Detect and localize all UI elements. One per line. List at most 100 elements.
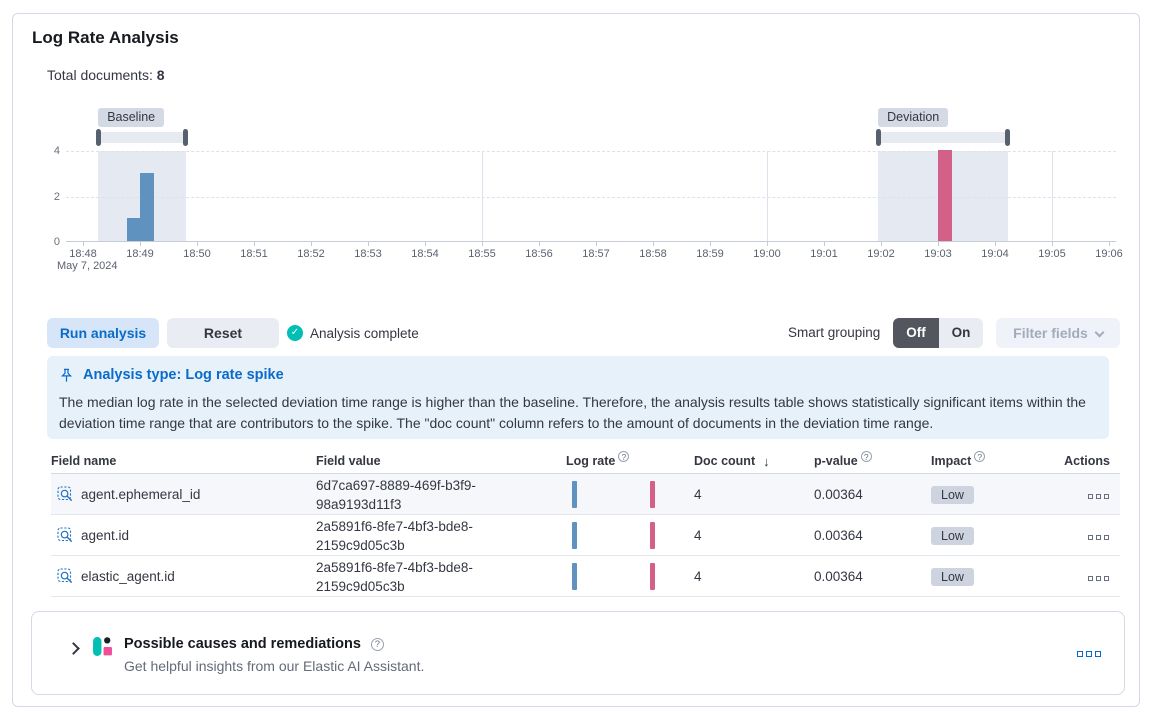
deviation-brush-right-handle[interactable] [1005,129,1011,146]
row-actions-button[interactable] [1051,487,1120,502]
x-tick [368,242,369,246]
y-tick-label: 4 [53,145,60,157]
x-axis-date-label: May 7, 2024 [57,260,118,272]
run-analysis-button[interactable]: Run analysis [47,318,159,348]
baseline-brush-right-handle[interactable] [182,129,188,146]
table-row[interactable]: agent.ephemeral_id 6d7ca697-8889-469f-b3… [51,474,1120,515]
chart-plot-area[interactable]: May 7, 2024 18:48 18:49 18:50 18:51 18:52 18:… [57,150,1123,272]
column-header-p-value: p-value [814,451,931,468]
analysis-status: Analysis complete [287,325,419,341]
x-tick-label: 18:50 [183,248,211,260]
analysis-results-table: Field name Field value Log rateDoc count↓ p… [51,449,1120,597]
field-search-icon[interactable] [57,527,74,544]
doc-count: 4 [694,528,702,543]
x-tick [1109,242,1110,246]
p-value: 0.00364 [814,569,863,584]
x-tick-label: 19:02 [867,248,895,260]
log-rate-analysis-panel: Log Rate Analysis Total documents: 8 Bas… [12,13,1140,707]
x-tick [539,242,540,246]
callout-title-text: Analysis type: Log rate spike [83,367,284,383]
deviation-badge: Deviation [878,108,949,127]
reset-button[interactable]: Reset [167,318,279,348]
ai-assistant-icon [93,637,112,656]
table-row[interactable]: elastic_agent.id 2a5891f6-8fe7-4bf3-bde8… [51,556,1120,597]
x-tick-label: 18:52 [297,248,325,260]
check-circle-icon [287,325,303,341]
p-value: 0.00364 [814,528,863,543]
possible-causes-subtitle: Get helpful insights from our Elastic AI… [124,658,425,674]
x-tick [767,242,768,246]
smart-grouping-off-button[interactable]: Off [893,318,939,348]
deviation-bar [938,150,952,241]
x-tick [482,242,483,246]
total-documents-value: 8 [156,67,165,83]
callout-title: Analysis type: Log rate spike [59,367,1097,383]
x-tick [425,242,426,246]
pin-icon [60,368,73,382]
field-search-icon[interactable] [57,568,74,585]
impact-badge: Low [931,526,974,545]
p-value: 0.00364 [814,487,863,502]
document-count-chart: Baseline Deviation 0 2 4 May 7, 2024 18:48… [13,14,1141,294]
x-tick-label: 18:54 [411,248,439,260]
x-tick [197,242,198,246]
x-tick-label: 18:48 [69,248,97,260]
baseline-bar [140,172,154,241]
log-rate-baseline-bar [572,563,577,590]
info-icon[interactable] [618,451,630,462]
column-header-doc-count[interactable]: Doc count ↓ [694,453,770,469]
deviation-brush[interactable] [876,129,1011,146]
impact-badge: Low [931,485,974,504]
panel-actions-button[interactable] [1075,644,1102,662]
y-tick-label: 0 [53,236,60,248]
y-tick-label: 2 [53,190,60,203]
x-tick-label: 18:51 [240,248,268,260]
table-row[interactable]: agent.id 2a5891f6-8fe7-4bf3-bde8-2159c9d… [51,515,1120,556]
x-tick [881,242,882,246]
field-value: 2a5891f6-8fe7-4bf3-bde8-2159c9d05c3b [316,518,473,553]
log-rate-mini-chart [566,515,694,556]
x-tick [83,242,84,246]
baseline-brush-left-handle[interactable] [96,129,102,146]
v-gridline [1052,151,1053,241]
x-tick-label: 18:59 [696,248,724,260]
x-tick-label: 18:57 [582,248,610,260]
column-header-actions: Actions [1064,454,1110,468]
row-actions-button[interactable] [1051,528,1120,543]
info-icon[interactable] [860,451,872,462]
h-gridline [66,196,1116,198]
total-documents: Total documents: 8 [47,67,165,83]
log-rate-deviation-bar [650,563,655,590]
chevron-right-icon[interactable] [67,642,80,655]
question-circle-icon[interactable] [370,637,384,651]
field-value: 2a5891f6-8fe7-4bf3-bde8-2159c9d05c3b [316,559,473,594]
x-tick-label: 18:55 [468,248,496,260]
baseline-badge: Baseline [98,108,165,127]
column-header-impact: Impact [931,451,1051,468]
analysis-status-label: Analysis complete [310,325,419,341]
filter-fields-button[interactable]: Filter fields [996,318,1120,348]
x-tick-label: 19:01 [810,248,838,260]
total-documents-label: Total documents: [47,67,153,83]
smart-grouping-on-button[interactable]: On [939,318,983,348]
x-tick-label: 18:56 [525,248,553,260]
impact-badge: Low [931,567,974,586]
v-gridline [767,151,768,241]
log-rate-mini-chart [566,474,694,515]
deviation-brush-left-handle[interactable] [876,129,882,146]
x-tick [938,242,939,246]
baseline-brush[interactable] [96,129,188,146]
smart-grouping-toggle: Off On [893,318,983,348]
v-gridline [482,151,483,241]
row-actions-button[interactable] [1051,569,1120,584]
info-icon[interactable] [974,451,986,462]
field-search-icon[interactable] [57,486,74,503]
doc-count: 4 [694,487,702,502]
x-tick-label: 18:58 [639,248,667,260]
smart-grouping-label: Smart grouping [788,325,881,340]
x-tick [254,242,255,246]
log-rate-deviation-bar [650,522,655,549]
log-rate-deviation-bar [650,481,655,508]
possible-causes-title: Possible causes and remediations [124,636,384,652]
sort-desc-icon: ↓ [763,453,770,469]
